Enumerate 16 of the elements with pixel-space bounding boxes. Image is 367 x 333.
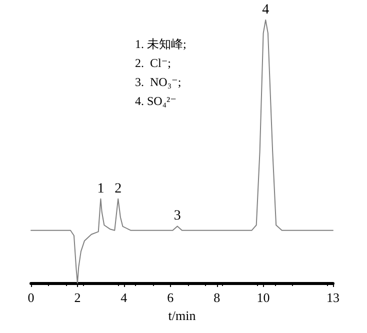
x-tick-label: 6 bbox=[167, 290, 174, 305]
annotation: 4 bbox=[262, 2, 270, 18]
annotation: 2. Cl⁻; bbox=[135, 56, 172, 70]
x-tick-label: 8 bbox=[214, 290, 220, 305]
x-tick-label: 10 bbox=[256, 290, 270, 305]
annotation: 1 bbox=[97, 181, 104, 196]
x-tick-label: 13 bbox=[326, 290, 340, 305]
annotation: 3. NO₃⁻; bbox=[135, 75, 182, 89]
x-tick-label: 0 bbox=[28, 290, 34, 305]
annotation: 4. SO₄²⁻ bbox=[135, 94, 176, 108]
x-axis-title: t/min bbox=[168, 308, 196, 323]
annotation: 2 bbox=[114, 181, 122, 196]
annotation: 3 bbox=[174, 208, 181, 224]
x-tick-label: 2 bbox=[74, 290, 81, 305]
annotation: 1. 未知峰; bbox=[135, 37, 186, 51]
x-tick-label: 4 bbox=[120, 290, 128, 305]
